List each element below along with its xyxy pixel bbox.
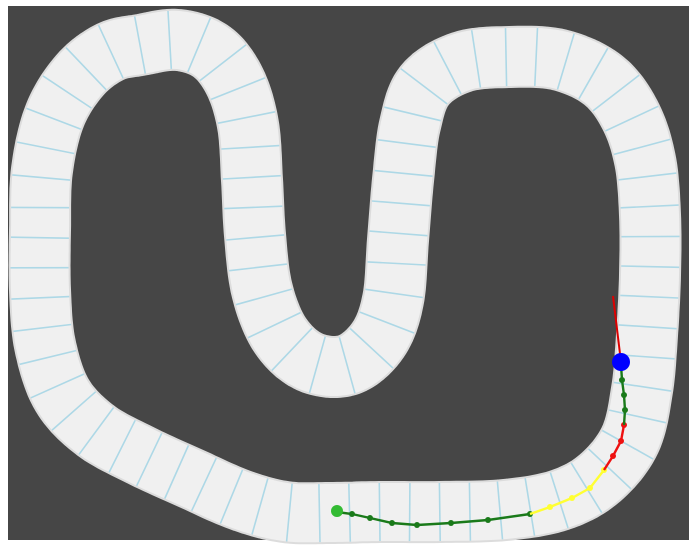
checkpoint-line	[221, 144, 280, 150]
waypoint-dot	[622, 407, 628, 413]
checkpoint-line	[524, 478, 536, 536]
car-marker-icon	[612, 353, 630, 371]
checkpoint-line	[12, 174, 71, 181]
checkpoint-line	[620, 294, 679, 299]
checkpoint-line	[187, 17, 212, 73]
checkpoint-line	[588, 448, 632, 490]
checkpoint-line	[620, 204, 679, 209]
checkpoint-line	[78, 407, 115, 455]
checkpoint-line	[164, 445, 190, 499]
checkpoint-line	[210, 77, 266, 101]
heading-vector	[612, 295, 622, 363]
waypoint-dot	[349, 511, 355, 517]
checkpoint-line	[369, 230, 428, 237]
checkpoint-line	[534, 27, 539, 86]
checkpoint-line	[308, 336, 326, 393]
checkpoint-line	[578, 47, 609, 100]
checkpoint-line	[285, 483, 293, 542]
waypoint-dot	[569, 495, 575, 501]
checkpoint-line	[377, 139, 436, 148]
checkpoint-line	[219, 469, 244, 524]
checkpoint-line	[10, 236, 69, 239]
checkpoint-line	[549, 472, 569, 529]
checkpoint-line	[318, 484, 321, 543]
waypoint-dot	[619, 377, 625, 383]
start-marker-icon	[331, 505, 343, 517]
checkpoint-line	[51, 391, 97, 431]
checkpoint-line	[17, 141, 75, 155]
waypoint-dot	[389, 520, 395, 526]
waypoint-dot	[367, 515, 373, 521]
checkpoint-line	[468, 482, 472, 541]
checkpoint-line	[504, 28, 508, 87]
checkpoint-line	[229, 263, 287, 272]
checkpoint-line	[19, 349, 77, 366]
waypoint-dot	[448, 520, 454, 526]
race-track	[10, 10, 680, 543]
checkpoint-line	[217, 111, 276, 124]
checkpoint-line	[135, 432, 163, 487]
waypoint-dot	[621, 392, 627, 398]
waypoint-dot	[618, 438, 624, 444]
checkpoint-line	[271, 327, 313, 371]
checkpoint-line	[359, 311, 415, 334]
checkpoint-line	[235, 288, 293, 306]
waypoint-dot	[587, 485, 593, 491]
checkpoint-line	[374, 169, 433, 177]
checkpoint-line	[26, 107, 81, 130]
checkpoint-line	[570, 462, 603, 514]
checkpoint-line	[556, 33, 575, 90]
checkpoint-line	[621, 265, 680, 269]
checkpoint-line	[42, 75, 92, 109]
checkpoint-line	[251, 478, 269, 535]
checkpoint-line	[618, 172, 677, 181]
waypoint-dot	[485, 517, 491, 523]
checkpoint-line	[199, 44, 247, 82]
checkpoint-line	[167, 10, 173, 69]
checkpoint-line	[438, 482, 441, 542]
checkpoint-line	[378, 482, 381, 542]
checkpoint-line	[613, 138, 671, 156]
checkpoint-line	[592, 74, 640, 112]
warning-segment	[602, 424, 626, 471]
checkpoint-line	[30, 373, 85, 399]
checkpoint-line	[433, 41, 462, 95]
checkpoint-line	[365, 288, 423, 299]
checkpoint-line	[133, 16, 147, 74]
checkpoint-line	[496, 481, 504, 540]
checkpoint-line	[601, 429, 654, 460]
checkpoint-line	[618, 324, 677, 330]
checkpoint-line	[190, 457, 217, 512]
checkpoint-line	[400, 68, 448, 105]
checkpoint-line	[97, 24, 124, 79]
checkpoint-line	[11, 295, 70, 300]
checkpoint-line	[609, 409, 666, 424]
waypoint-dot	[414, 522, 420, 528]
car-trajectory	[336, 362, 628, 528]
checkpoint-line	[222, 174, 281, 180]
checkpoint-line	[224, 205, 283, 210]
checkpoint-line	[338, 337, 356, 394]
travelled-segment	[336, 510, 531, 527]
checkpoint-lines	[10, 10, 680, 543]
checkpoint-line	[13, 323, 72, 333]
checkpoint-line	[65, 47, 107, 91]
checkpoint-line	[108, 419, 136, 473]
checkpoint-line	[470, 30, 482, 88]
checkpoint-line	[226, 234, 285, 241]
checkpoint-line	[247, 311, 301, 339]
waypoint-dot	[610, 453, 616, 459]
checkpoint-line	[367, 261, 426, 266]
checkpoint-line	[349, 327, 394, 369]
checkpoint-line	[371, 200, 430, 207]
checkpoint-line	[605, 105, 659, 132]
waypoint-dot	[547, 504, 553, 510]
checkpoint-line	[384, 106, 441, 122]
